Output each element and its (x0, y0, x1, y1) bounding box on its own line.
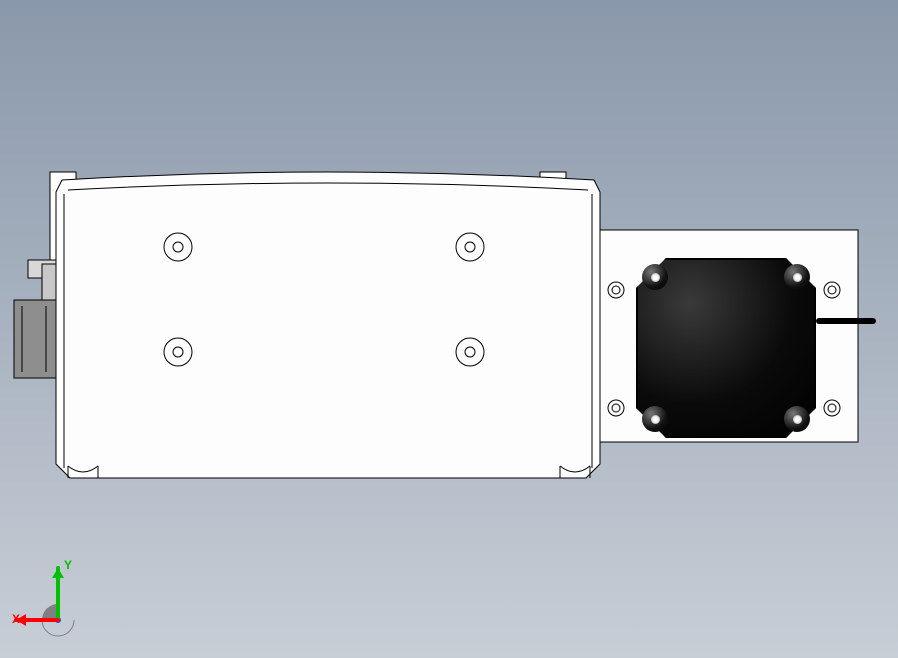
axis-x-label: X (12, 612, 20, 626)
motor-endcap (636, 258, 816, 438)
axis-y-label: Y (64, 558, 72, 572)
cad-viewport[interactable]: X Y (0, 0, 898, 658)
view-triad[interactable]: X Y (10, 558, 100, 648)
motor-cable (816, 318, 876, 324)
